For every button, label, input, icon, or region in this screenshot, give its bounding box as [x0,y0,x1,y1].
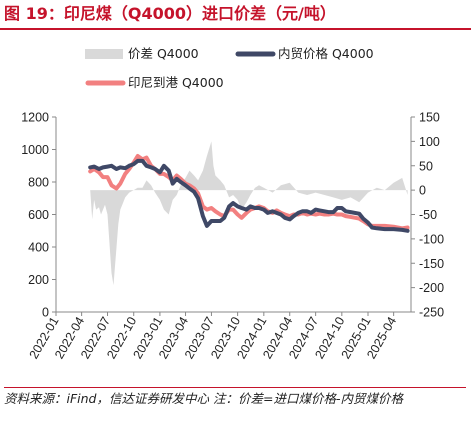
right-tick-label: -50 [419,208,437,222]
right-tick-label: 0 [419,184,426,198]
series-domestic-line [88,158,410,233]
legend-swatch-spread [85,49,123,59]
left-tick-label: 800 [28,176,49,190]
right-tick-label: -250 [419,306,444,320]
source-note: 资料来源：iFind，信达证券研发中心 注：价差=进口煤价格-内贸煤价格 [4,387,466,407]
right-axis-ticks: 150 100 50 0 -50 -100 -150 -200 -250 [411,111,444,320]
chart-title: 图 19：印尼煤（Q4000）进口价差（元/吨） [0,0,471,30]
right-tick-label: 150 [419,111,440,125]
right-tick-label: 100 [419,135,440,149]
series-import-line [88,154,410,231]
legend-label-domestic: 内贸价格 Q4000 [278,46,374,61]
right-tick-label: 50 [419,159,433,173]
plot-area [88,141,410,286]
legend-label-spread: 价差 Q4000 [128,46,199,61]
left-axis-ticks: 0 200 400 600 800 1000 1200 [21,111,56,320]
right-tick-label: -200 [419,281,444,295]
x-axis-ticks: 2022-012022-042022-072022-102023-012023-… [27,312,399,361]
chart-svg: 价差 Q4000 内贸价格 Q4000 印尼到港 Q4000 0 200 400 60… [21,46,444,361]
left-tick-label: 200 [28,273,49,287]
right-tick-label: -100 [419,232,444,246]
legend: 价差 Q4000 内贸价格 Q4000 印尼到港 Q4000 [85,46,374,90]
left-tick-label: 0 [42,306,49,320]
legend-label-import: 印尼到港 Q4000 [128,75,224,90]
left-tick-label: 600 [28,208,49,222]
left-tick-label: 1000 [21,143,49,157]
left-tick-label: 1200 [21,111,49,125]
left-tick-label: 400 [28,241,49,255]
right-tick-label: -150 [419,257,444,271]
